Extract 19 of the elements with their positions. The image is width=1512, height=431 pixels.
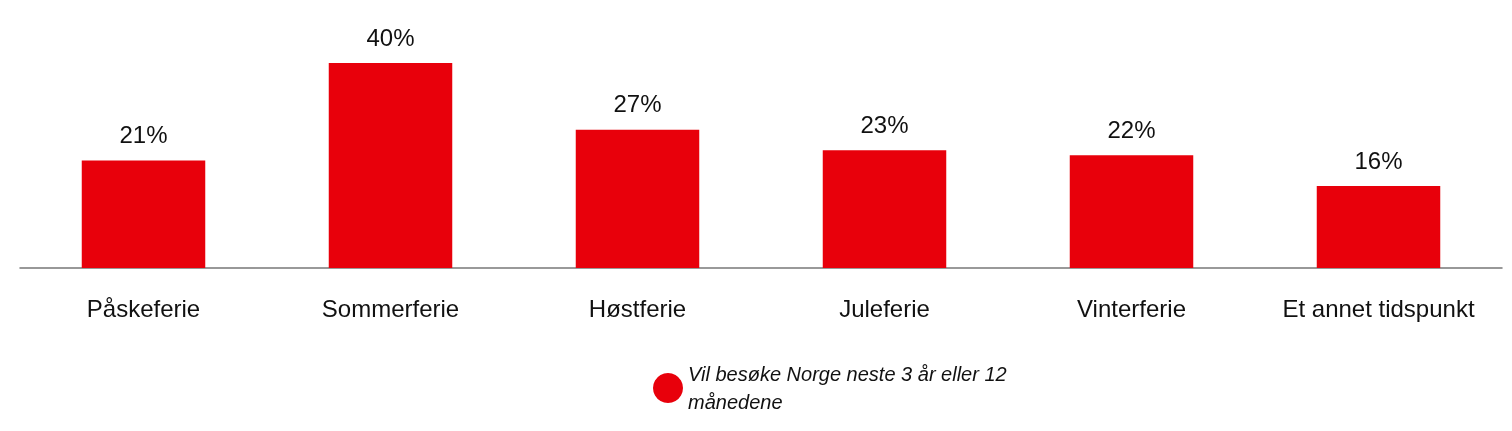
bar	[1069, 155, 1194, 268]
data-label: 21%	[119, 120, 168, 148]
legend-label: Vil besøke Norge neste 3 år eller 12 månedene	[688, 363, 1013, 413]
x-tick-label: Vinterferie	[1077, 294, 1186, 322]
bar	[822, 150, 947, 268]
bar	[575, 129, 700, 268]
data-label: 27%	[613, 90, 662, 118]
data-label: 16%	[1354, 146, 1403, 174]
x-tick-label: Sommerferie	[321, 294, 460, 322]
x-tick-label: Juleferie	[839, 294, 930, 322]
data-label: 22%	[1107, 115, 1156, 143]
x-tick-label: Høstferie	[588, 294, 687, 322]
x-tick-label: Et annet tidspunkt	[1282, 294, 1475, 322]
bar	[1316, 186, 1441, 268]
x-tick-label: Påskeferie	[86, 294, 201, 322]
data-label: 23%	[860, 110, 909, 138]
bar	[328, 63, 453, 268]
data-label: 40%	[366, 23, 415, 51]
bar	[81, 160, 206, 268]
